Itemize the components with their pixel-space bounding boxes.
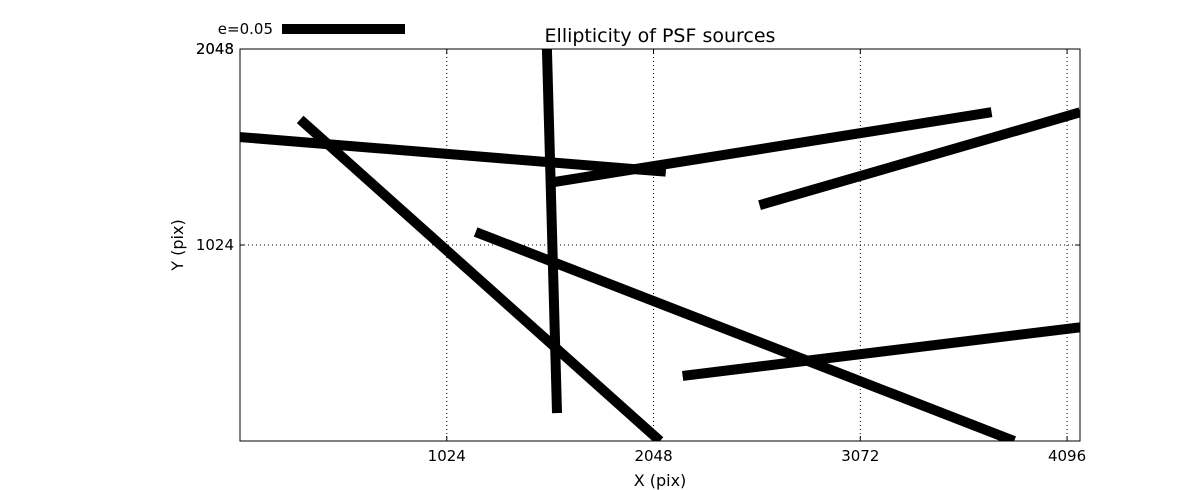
- ellipticity-segment: [758, 107, 1080, 210]
- ellipticity-segments: [240, 49, 1080, 441]
- x-tick-label: 2048: [634, 447, 672, 465]
- legend-label: e=0.05: [218, 20, 273, 38]
- ellipticity-segment: [473, 227, 1016, 441]
- ellipticity-segment: [682, 322, 1080, 381]
- ellipticity-segment: [240, 132, 667, 177]
- y-tick-label: 2048: [196, 40, 234, 58]
- ellipticity-segment: [541, 49, 563, 414]
- x-tick-label: 3072: [841, 447, 879, 465]
- y-axis-label: Y (pix): [168, 219, 187, 271]
- x-axis-label: X (pix): [634, 471, 687, 490]
- ellipticity-segment: [546, 107, 993, 189]
- ellipticity-segment: [296, 115, 664, 441]
- chart-title: Ellipticity of PSF sources: [545, 25, 776, 47]
- y-tick-label: 2048: [196, 40, 234, 58]
- x-tick-label: 4096: [1048, 447, 1086, 465]
- grid-lines: [240, 49, 1080, 441]
- y-tick-label: 1024: [196, 236, 234, 254]
- legend: e=0.05: [218, 20, 405, 38]
- x-tick-label: 1024: [428, 447, 466, 465]
